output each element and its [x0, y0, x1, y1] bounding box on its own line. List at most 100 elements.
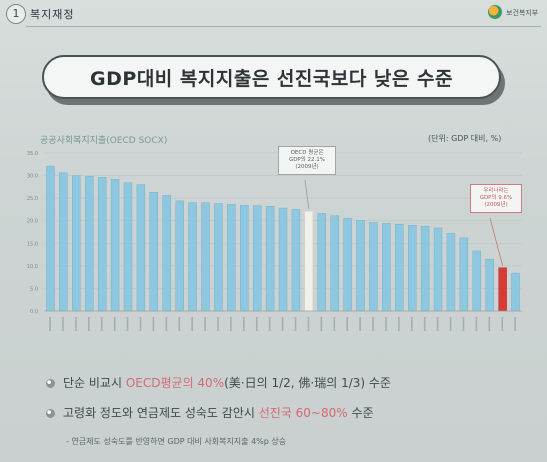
bullet-icon	[46, 409, 55, 418]
bar	[278, 207, 288, 312]
ministry-logo-text: 보건복지부	[506, 9, 539, 17]
bar	[97, 177, 107, 312]
x-tick-label	[385, 317, 387, 331]
x-tick-label	[346, 317, 348, 331]
x-tick-label	[152, 317, 155, 331]
bar	[46, 165, 55, 312]
chart-title: 공공사회복지지출(OECD SOCX)	[40, 136, 168, 146]
x-tick-label	[217, 317, 219, 331]
x-tick-label	[501, 317, 504, 331]
x-tick-label	[423, 317, 426, 331]
bar	[240, 205, 249, 312]
bar	[407, 225, 417, 312]
x-tick-label	[62, 317, 64, 331]
x-tick-label	[488, 317, 491, 331]
x-tick-label	[88, 317, 90, 331]
bar	[446, 233, 456, 312]
bar	[382, 223, 391, 312]
x-tick-label	[436, 317, 439, 331]
x-tick-label	[100, 317, 103, 331]
korea-callout: 우리나라는 GDP의 9.6% (2009년)	[470, 184, 522, 213]
x-tick-label	[359, 317, 361, 331]
bar	[369, 222, 378, 312]
chart-unit-label: (단위: GDP 대비, %)	[428, 134, 502, 143]
korea-callout-line: (2009년)	[484, 202, 508, 208]
x-tick-label	[243, 317, 245, 331]
bar	[459, 237, 469, 312]
bullet-emphasis: 선진국 60~80%	[258, 406, 348, 420]
ministry-logo-icon	[488, 5, 502, 19]
oecd-callout-pointer	[304, 179, 310, 210]
bullet-icon	[46, 379, 55, 388]
bar	[162, 195, 171, 312]
bar	[175, 200, 184, 312]
x-tick-label	[333, 317, 336, 331]
section-number-badge: 1	[6, 4, 26, 24]
x-tick-label	[449, 317, 452, 331]
x-tick-label	[268, 317, 271, 331]
x-tick-label	[75, 317, 77, 331]
x-tick-label	[398, 317, 400, 331]
bar	[59, 172, 68, 312]
bullet-text: (美·日의 1/2, 佛·瑞의 1/3) 수준	[224, 376, 391, 390]
y-tick-label: 20.0	[27, 219, 38, 225]
bar	[472, 250, 481, 312]
x-tick-label	[113, 317, 116, 331]
oecd-average-bar	[304, 211, 314, 312]
bar	[214, 203, 223, 312]
bar	[420, 225, 430, 312]
y-tick-label: 25.0	[27, 196, 38, 202]
bullet-emphasis: OECD평균의 40%	[125, 376, 225, 390]
x-tick-label	[165, 317, 168, 331]
bar	[395, 224, 404, 312]
x-tick-label	[178, 317, 181, 331]
korea-bar	[498, 267, 507, 312]
title-banner: GDP대비 복지지출은 선진국보다 낮은 수준	[42, 55, 501, 99]
x-tick-label	[475, 317, 478, 331]
x-tick-label	[372, 317, 374, 331]
bar	[343, 218, 352, 312]
bar	[85, 176, 94, 312]
y-tick-label: 15.0	[27, 241, 38, 247]
x-tick-label	[230, 317, 232, 331]
korea-callout-pointer	[489, 217, 503, 266]
x-tick-label	[139, 317, 142, 331]
oecd-callout-line: OECD 평균은	[290, 150, 324, 156]
bar	[136, 184, 146, 312]
x-tick-label	[204, 317, 206, 331]
x-tick-label	[462, 317, 465, 331]
header-divider	[26, 26, 541, 27]
x-tick-label	[126, 317, 129, 331]
bullet-item: 고령화 정도와 연금제도 성숙도 감안시 선진국 60~80% 수준	[46, 404, 374, 421]
x-tick-label	[255, 317, 258, 331]
x-tick-label	[294, 317, 297, 331]
bar	[252, 205, 262, 312]
bar	[330, 215, 339, 312]
bar	[72, 175, 81, 312]
korea-callout-line: 우리나라는	[483, 188, 509, 194]
bar	[110, 178, 120, 312]
x-tick-label	[307, 317, 310, 331]
bar	[317, 213, 326, 312]
oecd-callout-line: GDP의 22.1%	[288, 157, 326, 163]
footnote: - 연금제도 성숙도를 반영하면 GDP 대비 사회복지지출 4%p 상승	[66, 437, 287, 446]
bar	[433, 227, 443, 312]
x-tick-label	[191, 317, 193, 331]
y-tick-label: 5.0	[30, 286, 38, 292]
oecd-callout-line: (2009년)	[295, 164, 319, 170]
bar	[485, 258, 494, 312]
y-tick-label: 0.0	[30, 309, 38, 315]
x-tick-label	[320, 317, 323, 331]
bar	[511, 272, 520, 312]
x-tick-label	[49, 317, 51, 331]
bar	[356, 220, 365, 312]
bar	[265, 206, 275, 312]
x-tick-label	[410, 317, 413, 331]
bar	[149, 192, 159, 312]
bar	[188, 202, 197, 312]
y-tick-label: 30.0	[27, 174, 38, 180]
bullet-item: 단순 비교시 OECD평균의 40%(美·日의 1/2, 佛·瑞의 1/3) 수…	[46, 374, 391, 391]
korea-callout-line: GDP의 9.6%	[479, 195, 513, 201]
